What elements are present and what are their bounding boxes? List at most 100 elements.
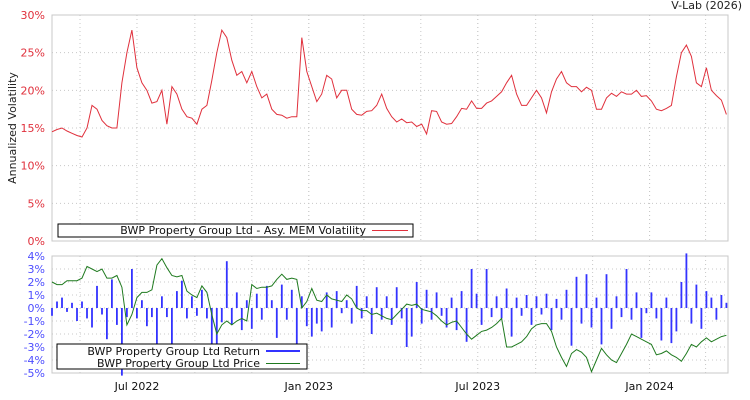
return-bar — [56, 301, 58, 308]
return-bar — [415, 282, 418, 308]
return-bar — [315, 308, 318, 324]
return-bar — [725, 302, 728, 308]
y-tick-label: -4% — [24, 354, 45, 367]
return-bar — [710, 297, 713, 308]
legend-volatility-label: BWP Property Group Ltd - Asy. MEM Volati… — [120, 224, 366, 237]
return-bar — [630, 308, 633, 320]
return-bar — [670, 308, 673, 344]
return-bar — [61, 297, 63, 308]
return-bar — [400, 308, 403, 319]
return-bar — [245, 300, 248, 308]
return-bar — [240, 308, 243, 331]
return-bar — [260, 308, 263, 320]
return-bar — [340, 308, 343, 314]
volatility-grid — [52, 15, 728, 241]
y-axis-label: Annualized Volatility — [6, 72, 19, 184]
return-bar — [91, 308, 93, 328]
return-bar — [235, 292, 238, 308]
return-bar — [380, 308, 383, 320]
return-bar — [440, 308, 443, 316]
return-bar — [590, 308, 593, 328]
return-bar — [156, 308, 158, 345]
return-bar — [171, 308, 173, 347]
returns-legend: BWP Property Group Ltd Return BWP Proper… — [56, 343, 308, 370]
return-bar — [166, 308, 168, 318]
return-bar — [210, 308, 213, 347]
return-bar — [161, 296, 163, 308]
return-bar — [720, 295, 723, 308]
legend-return-label: BWP Property Group Ltd Return — [87, 345, 260, 358]
return-bar — [450, 297, 453, 308]
return-bar — [485, 269, 488, 308]
x-tick-label: Jul 2022 — [114, 380, 160, 393]
return-bar — [136, 308, 138, 319]
return-bar — [505, 288, 508, 308]
return-bar — [66, 308, 68, 312]
return-bar — [645, 308, 648, 314]
return-bars — [51, 253, 728, 376]
return-bar — [510, 308, 513, 337]
return-bar — [565, 289, 568, 308]
return-bar — [111, 279, 113, 308]
volatility-legend: BWP Property Group Ltd - Asy. MEM Volati… — [57, 223, 414, 238]
return-bar — [126, 308, 128, 318]
return-bar — [300, 296, 303, 308]
y-tick-label: 15% — [21, 122, 45, 135]
return-bar — [665, 297, 668, 308]
return-bar — [425, 289, 428, 308]
y-tick-label: 30% — [21, 9, 45, 22]
return-bar — [635, 292, 638, 308]
return-bar — [640, 308, 643, 338]
return-bar — [545, 293, 548, 308]
return-bar — [330, 308, 333, 328]
return-bar — [410, 308, 413, 337]
return-bar — [700, 308, 703, 329]
return-bar — [435, 292, 438, 308]
return-bar — [390, 308, 393, 325]
return-bar — [475, 293, 478, 308]
y-tick-label: 0% — [28, 235, 45, 248]
return-bar — [470, 269, 473, 308]
volatility-plot-frame — [51, 14, 729, 242]
return-bar — [570, 308, 573, 346]
return-bar — [600, 308, 603, 345]
returns-y-ticks: -5%-4%-3%-2%-1%0%1%2%3%4% — [24, 250, 45, 380]
return-bar — [280, 284, 283, 308]
return-bar — [675, 308, 678, 332]
return-bar — [285, 308, 288, 320]
return-bar — [71, 302, 73, 308]
return-bar — [535, 296, 538, 308]
return-bar — [101, 308, 103, 315]
return-bar — [625, 269, 628, 308]
return-bar — [225, 261, 228, 308]
y-tick-label: -2% — [24, 328, 45, 341]
return-bar — [320, 308, 323, 332]
y-tick-label: -3% — [24, 341, 45, 354]
return-bar — [620, 308, 623, 318]
return-bar — [255, 293, 258, 308]
y-tick-label: 2% — [28, 276, 45, 289]
return-bar — [685, 253, 688, 308]
volatility-line — [51, 28, 727, 138]
return-bar — [445, 308, 448, 328]
y-tick-label: 3% — [28, 263, 45, 276]
return-bar — [360, 308, 363, 319]
return-bar — [191, 296, 193, 308]
return-bar — [525, 295, 528, 308]
return-bar — [370, 308, 373, 334]
return-bar — [325, 292, 328, 308]
return-bar — [695, 284, 698, 308]
y-tick-label: 20% — [21, 84, 45, 97]
return-bar — [146, 308, 148, 327]
return-bar — [405, 308, 408, 347]
x-tick-label: Jan 2024 — [624, 380, 673, 393]
y-tick-label: 1% — [28, 289, 45, 302]
return-bar — [460, 291, 463, 308]
return-bar — [310, 308, 313, 337]
return-bar — [186, 308, 188, 319]
return-bar — [560, 308, 563, 320]
x-tick-label: Jul 2023 — [454, 380, 500, 393]
return-bar — [345, 300, 348, 308]
